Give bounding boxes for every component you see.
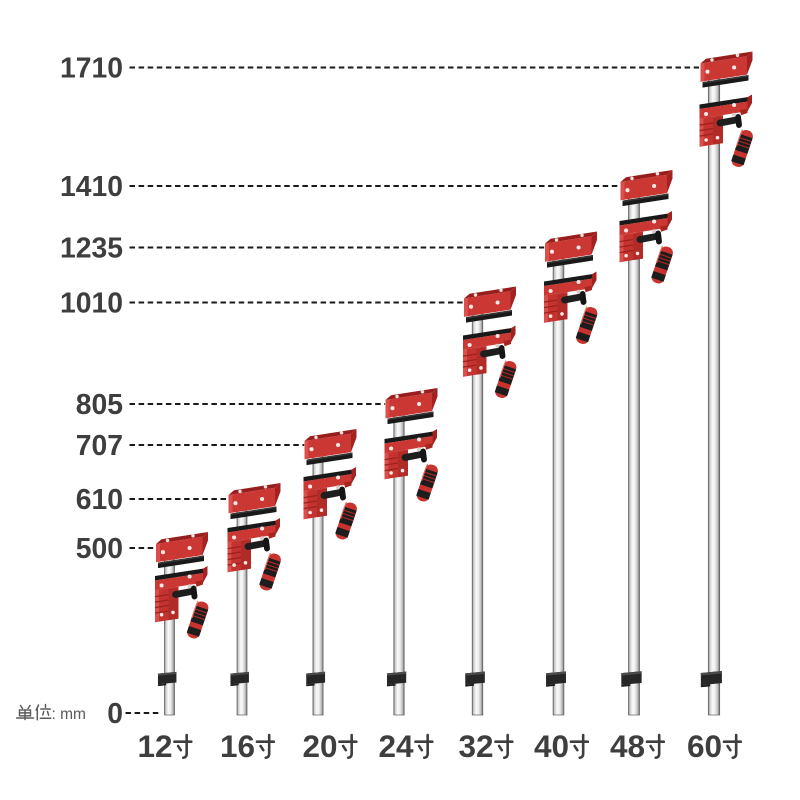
svg-text:707: 707 <box>76 429 123 461</box>
svg-text:24: 24 <box>378 728 414 764</box>
svg-text:805: 805 <box>76 388 123 420</box>
svg-text:12: 12 <box>137 728 172 764</box>
svg-text:500: 500 <box>76 532 123 564</box>
svg-text:32: 32 <box>458 728 493 764</box>
svg-text:20: 20 <box>302 728 337 764</box>
svg-text:1710: 1710 <box>60 52 123 84</box>
svg-text:: mm: : mm <box>52 706 86 723</box>
svg-text:40: 40 <box>534 728 569 764</box>
svg-text:1410: 1410 <box>60 170 123 202</box>
svg-text:60: 60 <box>687 728 722 764</box>
svg-text:16: 16 <box>220 728 255 764</box>
svg-text:1010: 1010 <box>60 287 123 319</box>
svg-text:0: 0 <box>107 697 123 729</box>
svg-text:1235: 1235 <box>60 232 123 264</box>
svg-text:48: 48 <box>610 728 645 764</box>
svg-text:610: 610 <box>76 483 123 515</box>
